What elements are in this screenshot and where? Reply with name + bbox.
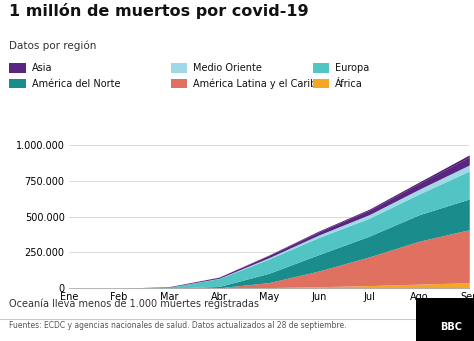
Text: Oceanía lleva menos de 1.000 muertes registradas: Oceanía lleva menos de 1.000 muertes reg… [9,298,259,309]
Text: Datos por región: Datos por región [9,41,97,51]
Text: América del Norte: América del Norte [32,78,120,89]
Text: 1 millón de muertos por covid-19: 1 millón de muertos por covid-19 [9,3,309,19]
Text: África: África [335,78,363,89]
Text: Medio Oriente: Medio Oriente [193,63,262,73]
Text: Europa: Europa [335,63,369,73]
Text: Fuentes: ECDC y agencias nacionales de salud. Datos actualizados al 28 de septie: Fuentes: ECDC y agencias nacionales de s… [9,321,347,330]
Text: BBC: BBC [440,322,462,332]
Text: América Latina y el Caribe: América Latina y el Caribe [193,78,322,89]
Text: Asia: Asia [32,63,52,73]
